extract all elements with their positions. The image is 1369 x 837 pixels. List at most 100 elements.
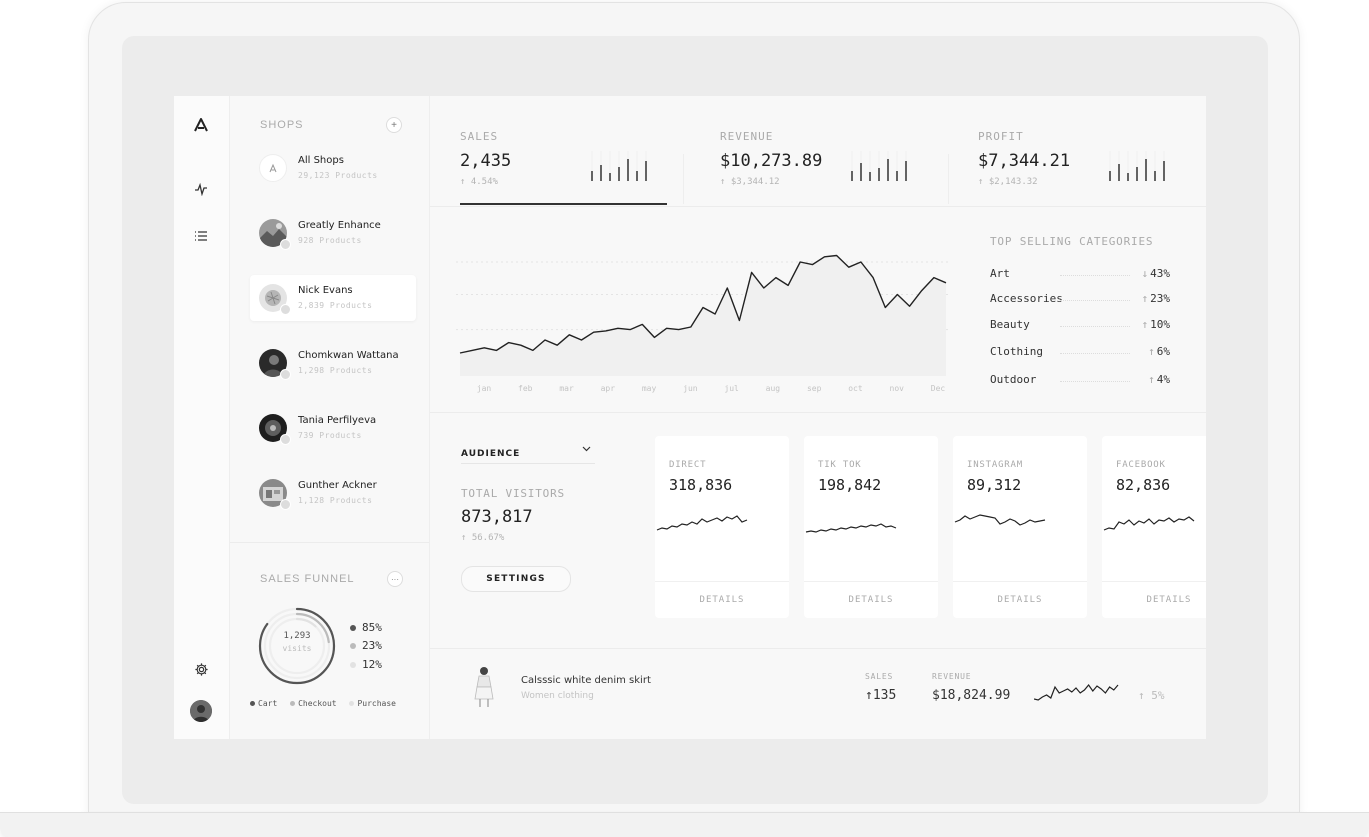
source-sparkline xyxy=(1103,516,1195,531)
shop-name: All Shops xyxy=(298,155,344,166)
shops-title: SHOPS xyxy=(260,119,304,131)
kpi-sales[interactable]: SALES 2,435 ↑ 4.54% xyxy=(460,96,670,206)
funnel-ring-purchase xyxy=(268,617,326,675)
kpi-profit[interactable]: PROFIT $7,344.21 ↑ $2,143.32 xyxy=(978,96,1188,206)
shop-avatar xyxy=(259,349,287,377)
kpi-label: SALES xyxy=(460,130,499,143)
category-row-art[interactable]: Art ↓ 43% xyxy=(990,267,1180,283)
shop-name: Nick Evans xyxy=(298,285,353,296)
source-label: TIK TOK xyxy=(818,460,862,470)
month-tick-label: aug xyxy=(766,384,781,393)
source-card-facebook[interactable]: FACEBOOK 82,836 DETAILS xyxy=(1102,436,1206,618)
month-tick-label: jul xyxy=(724,384,739,393)
funnel-percent: 23% xyxy=(362,639,382,652)
shop-item-all-shops[interactable]: All Shops 29,123 Products xyxy=(250,145,416,191)
shop-item-chomkwan-wattana[interactable]: Chomkwan Wattana 1,298 Products xyxy=(250,340,416,386)
kpi-divider xyxy=(683,154,684,204)
shop-item-greatly-enhance[interactable]: Greatly Enhance 928 Products xyxy=(250,210,416,256)
source-card-tiktok[interactable]: TIK TOK 198,842 DETAILS xyxy=(804,436,938,618)
product-sparkline xyxy=(1034,684,1119,701)
funnel-value-checkout: 23% xyxy=(350,639,382,652)
kpi-value: $7,344.21 xyxy=(978,151,1071,171)
audience-dropdown[interactable]: AUDIENCE xyxy=(461,443,595,464)
trend-arrow-icon: ↑ xyxy=(1148,373,1155,386)
source-label: FACEBOOK xyxy=(1116,460,1166,470)
trend-arrow-icon: ↑ xyxy=(1141,318,1149,331)
category-name: Art xyxy=(990,267,1010,280)
funnel-percent: 85% xyxy=(362,621,382,634)
details-button[interactable]: DETAILS xyxy=(804,581,938,618)
product-thumbnail xyxy=(474,667,494,707)
month-tick-label: may xyxy=(642,384,657,393)
kpi-revenue[interactable]: REVENUE $10,273.89 ↑ $3,344.12 xyxy=(720,96,930,206)
category-row-outdoor[interactable]: Outdoor ↑ 4% xyxy=(990,373,1180,389)
main-content: SALES 2,435 ↑ 4.54% REVENUE $10,273.89 ↑… xyxy=(430,96,1206,739)
settings-button[interactable]: SETTINGS xyxy=(461,566,571,592)
shop-badge xyxy=(280,239,291,250)
product-change: ↑ 5% xyxy=(1138,689,1165,702)
dashboard-screen: SHOPS + All Shops 29,123 Products Greatl… xyxy=(174,96,1206,739)
product-name: Calsssic white denim skirt xyxy=(521,675,651,686)
audience-dropdown-label: AUDIENCE xyxy=(461,449,521,459)
add-shop-button[interactable]: + xyxy=(386,117,402,133)
funnel-ring-cart xyxy=(258,607,336,685)
funnel-more-button[interactable]: ··· xyxy=(387,571,403,587)
source-value: 82,836 xyxy=(1116,476,1171,494)
source-card-instagram[interactable]: INSTAGRAM 89,312 DETAILS xyxy=(953,436,1087,618)
shop-item-gunther-ackner[interactable]: Gunther Ackner 1,128 Products xyxy=(250,470,416,516)
kpi-active-underline xyxy=(460,203,667,205)
source-spark-line xyxy=(656,515,748,531)
product-row[interactable]: Calsssic white denim skirt Women clothin… xyxy=(430,649,1206,739)
month-tick-label: nov xyxy=(890,384,905,393)
category-name: Beauty xyxy=(990,318,1030,331)
total-visitors-label: TOTAL VISITORS xyxy=(461,487,565,500)
chart-line xyxy=(459,254,947,354)
trend-arrow-icon: ↑ xyxy=(1148,345,1155,358)
kpi-value: $10,273.89 xyxy=(720,151,823,171)
activity-icon[interactable] xyxy=(191,179,211,199)
divider xyxy=(430,648,1206,649)
trend-arrow-icon: ↑ xyxy=(1141,292,1149,305)
details-button[interactable]: DETAILS xyxy=(655,581,789,618)
category-row-accessories[interactable]: Accessories ↑ 23% xyxy=(990,292,1180,308)
shop-count: 1,128 Products xyxy=(298,496,373,505)
details-button[interactable]: DETAILS xyxy=(1102,581,1206,618)
category-value: 6% xyxy=(1156,345,1170,358)
kpi-delta: ↑ 4.54% xyxy=(460,177,498,187)
trend-arrow-icon: ↓ xyxy=(1141,267,1149,280)
source-card-direct[interactable]: DIRECT 318,836 DETAILS xyxy=(655,436,789,618)
month-tick-label: Dec xyxy=(931,384,946,393)
kpi-label: REVENUE xyxy=(720,130,774,143)
category-row-clothing[interactable]: Clothing ↑ 6% xyxy=(990,345,1180,361)
category-value: 10% xyxy=(1150,318,1170,331)
user-avatar[interactable] xyxy=(190,700,212,722)
category-row-beauty[interactable]: Beauty ↑ 10% xyxy=(990,318,1180,334)
shop-count: 29,123 Products xyxy=(298,171,378,180)
product-sales-value: ↑135 xyxy=(865,688,897,703)
cart-legend-dot xyxy=(250,701,255,706)
list-icon[interactable] xyxy=(191,226,211,246)
source-label: INSTAGRAM xyxy=(967,460,1023,470)
funnel-percent: 12% xyxy=(362,658,382,671)
gear-icon[interactable] xyxy=(191,659,211,679)
kpi-bar-sparkline xyxy=(591,151,647,181)
legend-checkout: Checkout xyxy=(298,699,337,708)
source-value: 318,836 xyxy=(669,476,733,494)
total-visitors-value: 873,817 xyxy=(461,507,533,527)
logo-icon[interactable] xyxy=(191,115,211,135)
shop-name: Tania Perfilyeva xyxy=(298,415,377,426)
shop-item-nick-evans[interactable]: Nick Evans 2,839 Products xyxy=(250,275,416,321)
category-leader xyxy=(1060,300,1130,301)
shop-count: 739 Products xyxy=(298,431,362,440)
shop-name: Chomkwan Wattana xyxy=(298,350,399,361)
details-button[interactable]: DETAILS xyxy=(953,581,1087,618)
category-name: Outdoor xyxy=(990,373,1037,386)
shop-item-tania-perfilyeva[interactable]: Tania Perfilyeva 739 Products xyxy=(250,405,416,451)
funnel-legend: Cart Checkout Purchase xyxy=(250,699,396,708)
source-sparkline xyxy=(656,515,748,531)
purchase-dot xyxy=(350,662,356,668)
sales-line-chart: jan feb mar apr may jun jul aug sep oct nov Dec xyxy=(456,254,950,393)
source-value: 198,842 xyxy=(818,476,882,494)
category-percent: ↑ 4% xyxy=(1148,373,1170,386)
funnel-value-purchase: 12% xyxy=(350,658,382,671)
